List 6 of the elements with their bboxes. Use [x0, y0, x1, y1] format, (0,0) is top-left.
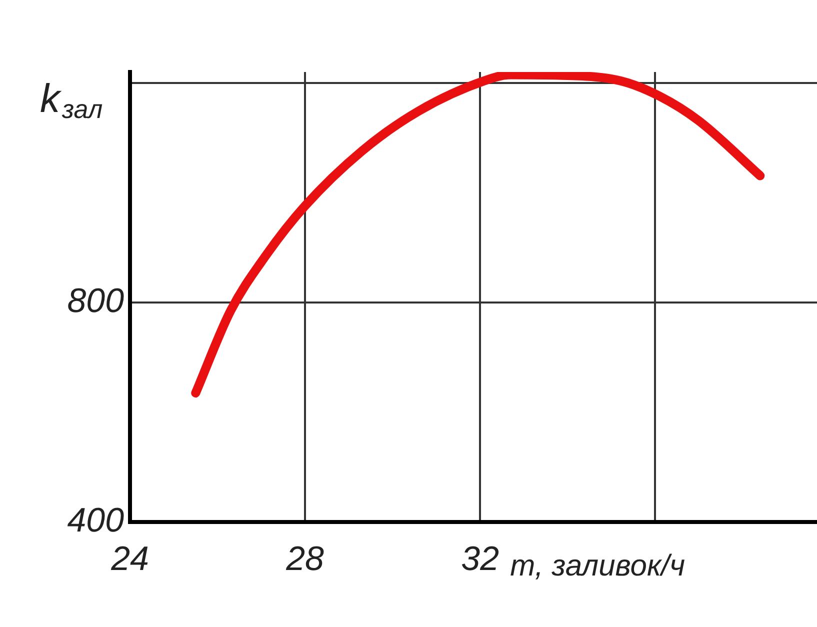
- x-tick-label: 28: [285, 540, 324, 578]
- x-tick-label: 24: [110, 540, 149, 578]
- x-axis-title: m, заливок/ч: [510, 549, 685, 582]
- y-tick-label: 400: [67, 501, 124, 540]
- x-tick-label: 32: [461, 540, 500, 578]
- y-tick-label: 800: [67, 282, 124, 320]
